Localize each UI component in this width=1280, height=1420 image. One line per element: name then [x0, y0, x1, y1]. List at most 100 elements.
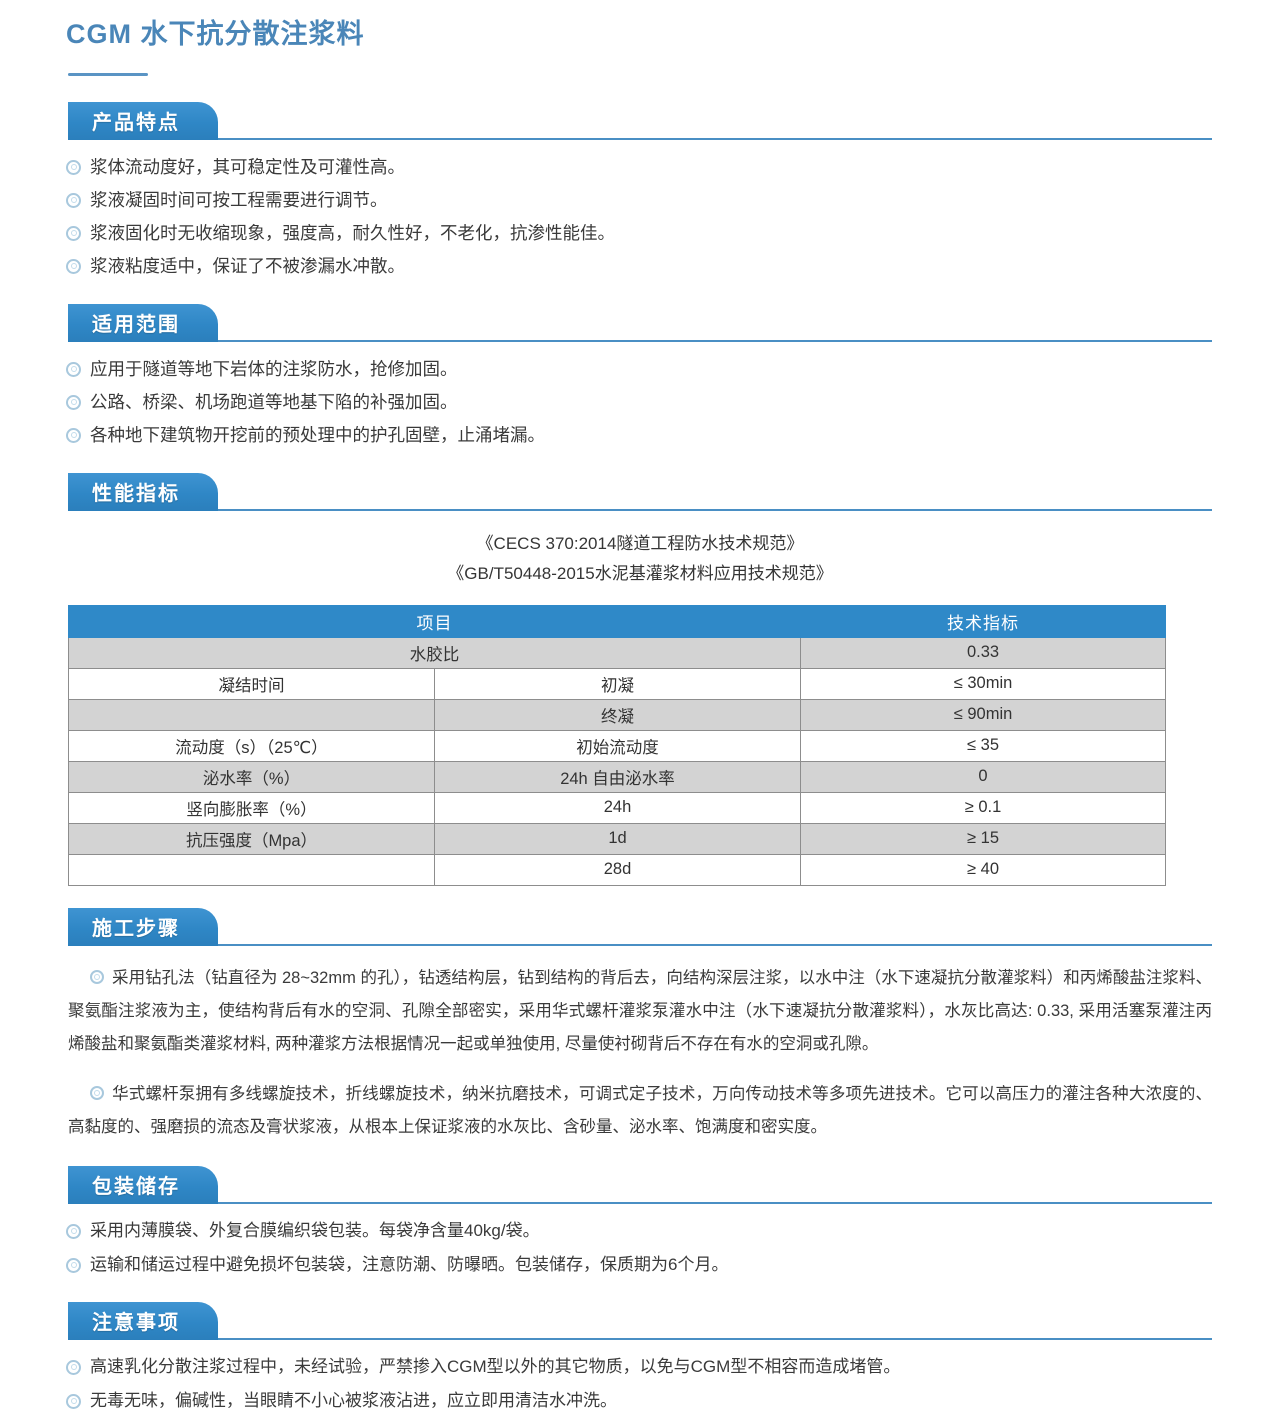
section-header-features: 产品特点	[68, 101, 1212, 140]
double-ring-icon	[66, 159, 81, 175]
section-notes: 注意事项 高速乳化分散注浆过程中，未经试验，严禁掺入CGM型以外的其它物质，以免…	[0, 1301, 1280, 1416]
table-row: 泌水率（%） 24h 自由泌水率 0	[68, 760, 1166, 793]
double-ring-icon	[90, 970, 104, 984]
list-item-label: 浆液粘度适中，保证了不被渗漏水冲散。	[90, 255, 405, 276]
table-row: 28d ≥ 40	[68, 853, 1166, 886]
section-banner-notes: 注意事项	[68, 1301, 218, 1340]
section-divider	[68, 1201, 1212, 1204]
steps-paragraphs: 采用钻孔法（钻直径为 28~32mm 的孔），钻透结构层，钻到结构的背后去，向结…	[68, 962, 1212, 1144]
column-header-value: 技术指标	[800, 604, 1166, 638]
double-ring-icon	[66, 258, 81, 274]
double-ring-icon	[66, 427, 81, 443]
section-performance: 性能指标 《CECS 370:2014隧道工程防水技术规范》 《GB/T5044…	[0, 472, 1280, 886]
notes-list: 高速乳化分散注浆过程中，未经试验，严禁掺入CGM型以外的其它物质，以免与CGM型…	[0, 1352, 1280, 1416]
list-item: 应用于隧道等地下岩体的注浆防水，抢修加固。	[66, 354, 1280, 385]
list-item-label: 各种地下建筑物开挖前的预处理中的护孔固壁，止涌堵漏。	[90, 424, 545, 445]
double-ring-icon	[66, 1223, 81, 1239]
paragraph-text: 华式螺杆泵拥有多线螺旋技术，折线螺旋技术，纳米抗磨技术，可调式定子技术，万向传动…	[68, 1084, 1212, 1136]
table-header-row: 项目 技术指标	[68, 604, 1166, 638]
column-header-item: 项目	[68, 604, 801, 638]
double-ring-icon	[90, 1085, 104, 1100]
section-banner-steps: 施工步骤	[68, 907, 218, 946]
spec-table: 项目 技术指标 水胶比 0.33 凝结时间 初凝 ≤ 30min	[68, 604, 1166, 886]
list-item: 浆体流动度好，其可稳定性及可灌性高。	[66, 152, 1280, 183]
cell-value: ≤ 90min	[800, 698, 1166, 731]
cell-item: 竖向膨胀率（%）	[68, 791, 435, 824]
list-item-label: 公路、桥梁、机场跑道等地基下陷的补强加固。	[90, 391, 458, 412]
list-item: 采用内薄膜袋、外复合膜编织袋包装。每袋净含量40kg/袋。	[66, 1216, 1280, 1246]
section-banner-packaging: 包装储存	[68, 1165, 218, 1204]
cell-item: 流动度（s）（25℃）	[68, 729, 435, 762]
double-ring-icon	[66, 361, 81, 377]
section-banner-features: 产品特点	[68, 101, 218, 140]
page-title: CGM 水下抗分散注浆料	[66, 19, 365, 49]
list-item-label: 采用内薄膜袋、外复合膜编织袋包装。每袋净含量40kg/袋。	[90, 1220, 540, 1240]
section-steps: 施工步骤 采用钻孔法（钻直径为 28~32mm 的孔），钻透结构层，钻到结构的背…	[0, 907, 1280, 1144]
list-item-label: 浆体流动度好，其可稳定性及可灌性高。	[90, 156, 405, 177]
paragraph: 华式螺杆泵拥有多线螺旋技术，折线螺旋技术，纳米抗磨技术，可调式定子技术，万向传动…	[68, 1078, 1212, 1144]
title-underline	[68, 72, 148, 76]
cell-sub: 1d	[434, 822, 801, 855]
list-item-label: 高速乳化分散注浆过程中，未经试验，严禁掺入CGM型以外的其它物质，以免与CGM型…	[90, 1356, 901, 1376]
list-item: 高速乳化分散注浆过程中，未经试验，严禁掺入CGM型以外的其它物质，以免与CGM型…	[66, 1352, 1280, 1382]
section-heading-label: 注意事项	[92, 1312, 180, 1334]
cell-value: ≥ 0.1	[800, 791, 1166, 824]
section-packaging: 包装储存 采用内薄膜袋、外复合膜编织袋包装。每袋净含量40kg/袋。 运输和储运…	[0, 1165, 1280, 1280]
cell-value: 0.33	[800, 636, 1166, 669]
section-divider	[68, 1337, 1212, 1340]
packaging-list: 采用内薄膜袋、外复合膜编织袋包装。每袋净含量40kg/袋。 运输和储运过程中避免…	[0, 1216, 1280, 1280]
table-row: 终凝 ≤ 90min	[68, 698, 1166, 731]
cell-item: 泌水率（%）	[68, 760, 435, 793]
section-divider	[68, 137, 1212, 140]
section-header-notes: 注意事项	[68, 1301, 1212, 1340]
list-item-label: 运输和储运过程中避免损坏包装袋，注意防潮、防曝晒。包装储存，保质期为6个月。	[90, 1254, 729, 1274]
section-heading-label: 包装储存	[92, 1176, 180, 1198]
list-item-label: 浆液固化时无收缩现象，强度高，耐久性好，不老化，抗渗性能佳。	[90, 222, 615, 243]
double-ring-icon	[66, 1257, 81, 1273]
list-item: 浆液凝固时间可按工程需要进行调节。	[66, 185, 1280, 216]
cell-item: 水胶比	[68, 636, 801, 669]
cell-item	[68, 698, 435, 731]
cell-sub: 24h	[434, 791, 801, 824]
double-ring-icon	[66, 192, 81, 208]
cell-sub: 24h 自由泌水率	[434, 760, 801, 793]
cell-sub: 初凝	[434, 667, 801, 700]
standards-block: 《CECS 370:2014隧道工程防水技术规范》 《GB/T50448-201…	[0, 529, 1280, 589]
list-item-label: 无毒无味，偏碱性，当眼睛不小心被浆液沾进，应立即用清洁水冲洗。	[90, 1390, 617, 1410]
table-row: 水胶比 0.33	[68, 636, 1166, 669]
cell-item: 抗压强度（Mpa）	[68, 822, 435, 855]
section-scope: 适用范围 应用于隧道等地下岩体的注浆防水，抢修加固。 公路、桥梁、机场跑道等地基…	[0, 303, 1280, 451]
cell-value: ≤ 35	[800, 729, 1166, 762]
scope-list: 应用于隧道等地下岩体的注浆防水，抢修加固。 公路、桥梁、机场跑道等地基下陷的补强…	[0, 354, 1280, 451]
section-heading-label: 适用范围	[92, 314, 180, 336]
list-item: 浆液粘度适中，保证了不被渗漏水冲散。	[66, 251, 1280, 282]
standard-reference: 《CECS 370:2014隧道工程防水技术规范》	[476, 533, 804, 553]
section-heading-label: 性能指标	[92, 483, 180, 505]
cell-sub: 终凝	[434, 698, 801, 731]
table-row: 流动度（s）（25℃） 初始流动度 ≤ 35	[68, 729, 1166, 762]
cell-sub: 初始流动度	[434, 729, 801, 762]
table-row: 竖向膨胀率（%） 24h ≥ 0.1	[68, 791, 1166, 824]
section-header-packaging: 包装储存	[68, 1165, 1212, 1204]
list-item: 各种地下建筑物开挖前的预处理中的护孔固壁，止涌堵漏。	[66, 420, 1280, 451]
double-ring-icon	[66, 394, 81, 410]
standard-reference: 《GB/T50448-2015水泥基灌浆材料应用技术规范》	[447, 563, 833, 583]
double-ring-icon	[66, 1393, 81, 1409]
spec-table-wrapper: 项目 技术指标 水胶比 0.33 凝结时间 初凝 ≤ 30min	[68, 604, 1212, 886]
section-banner-scope: 适用范围	[68, 303, 218, 342]
section-header-performance: 性能指标	[68, 472, 1212, 511]
list-item: 浆液固化时无收缩现象，强度高，耐久性好，不老化，抗渗性能佳。	[66, 218, 1280, 249]
section-heading-label: 产品特点	[92, 112, 180, 134]
cell-item: 凝结时间	[68, 667, 435, 700]
cell-value: ≥ 15	[800, 822, 1166, 855]
section-divider	[68, 943, 1212, 946]
section-divider	[68, 339, 1212, 342]
section-divider	[68, 508, 1212, 511]
double-ring-icon	[66, 1359, 81, 1375]
list-item: 无毒无味，偏碱性，当眼睛不小心被浆液沾进，应立即用清洁水冲洗。	[66, 1386, 1280, 1416]
double-ring-icon	[66, 225, 81, 241]
features-list: 浆体流动度好，其可稳定性及可灌性高。 浆液凝固时间可按工程需要进行调节。 浆液固…	[0, 152, 1280, 282]
cell-sub: 28d	[434, 853, 801, 886]
cell-item	[68, 853, 435, 886]
